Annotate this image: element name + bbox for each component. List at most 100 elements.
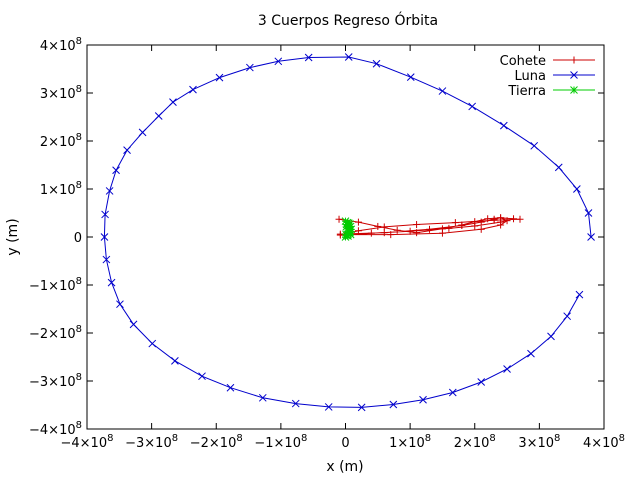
y-tick-label-exponent: 8 [76, 84, 82, 95]
x-tick-label-exponent: 8 [301, 433, 307, 444]
data-point-cohete [367, 229, 375, 237]
series-luna [100, 53, 595, 412]
x-tick-label-exponent: 8 [554, 433, 560, 444]
x-tick-label: −1×108 [254, 433, 307, 451]
data-point-cohete [471, 222, 479, 230]
data-point-luna [226, 383, 235, 392]
data-point-luna [584, 209, 593, 217]
legend-item-cohete: Cohete [500, 54, 595, 69]
data-point-cohete [497, 218, 505, 226]
data-point-luna [116, 300, 124, 309]
y-tick-label: −4×108 [29, 420, 82, 438]
data-point-cohete [354, 227, 362, 235]
series-cohete [335, 214, 524, 239]
data-point-luna [503, 365, 511, 373]
data-point-luna [575, 290, 584, 299]
data-point-luna [477, 378, 486, 386]
data-point-luna [438, 87, 447, 95]
data-point-luna [563, 312, 572, 321]
data-point-luna [573, 185, 581, 193]
data-point-luna [112, 166, 120, 175]
x-tick-label: 3×108 [518, 433, 560, 451]
x-tick-label-base: 3×10 [518, 436, 554, 451]
data-point-cohete [393, 226, 401, 234]
data-point-cohete [438, 229, 446, 237]
y-tick-label: −2×108 [29, 324, 82, 342]
y-tick-label-exponent: 8 [76, 36, 82, 47]
x-tick-label: −2×108 [190, 433, 243, 451]
x-tick-label-base: 1×10 [389, 436, 425, 451]
data-point-luna [527, 349, 535, 358]
data-point-luna [291, 399, 300, 408]
data-point-luna [406, 73, 415, 82]
data-point-cohete [445, 224, 453, 232]
x-tick-label: −4×108 [61, 433, 114, 451]
y-tick-label-base: 1×10 [40, 183, 76, 198]
data-point-luna [324, 403, 333, 411]
x-tick-label-base: −3×10 [125, 436, 172, 451]
y-axis-label: y (m) [5, 218, 21, 255]
x-tick-label: 0 [341, 436, 349, 451]
data-point-cohete [477, 218, 485, 226]
legend-marker-tierra [570, 86, 578, 94]
data-point-luna [499, 121, 508, 130]
legend-marker-cohete [570, 56, 578, 64]
x-tick-label-exponent: 8 [619, 433, 625, 444]
data-point-luna [105, 187, 114, 195]
x-tick-label-base: −1×10 [254, 436, 301, 451]
data-point-luna [107, 278, 116, 287]
data-point-cohete [406, 227, 414, 235]
data-point-luna [372, 59, 381, 68]
legend-item-tierra: Tierra [507, 84, 595, 99]
data-point-cohete [477, 225, 485, 233]
y-tick-label-exponent: 8 [76, 276, 82, 287]
x-tick-label-base: 4×10 [583, 436, 619, 451]
data-point-luna [530, 141, 539, 150]
data-point-luna [258, 393, 267, 402]
x-tick-label: −3×108 [125, 433, 178, 451]
data-point-cohete [374, 222, 382, 230]
data-point-luna [304, 53, 313, 62]
y-tick-label-base: 2×10 [40, 135, 76, 150]
y-tick-label-base: 0 [74, 231, 82, 246]
y-tick-label: 2×108 [40, 132, 82, 150]
y-tick-label-base: −4×10 [29, 423, 76, 438]
y-tick-label-exponent: 8 [76, 132, 82, 143]
data-point-cohete [503, 217, 511, 225]
data-point-cohete [490, 216, 498, 224]
data-point-luna [344, 53, 353, 61]
data-point-cohete [380, 223, 388, 231]
y-axis-ticks: −4×108−3×108−2×108−1×10801×1082×1083×108… [29, 36, 604, 438]
data-point-tierra [346, 230, 355, 239]
chart-title: 3 Cuerpos Regreso Órbita [258, 11, 438, 29]
data-point-luna [148, 339, 157, 348]
x-tick-label: 1×108 [389, 433, 431, 451]
data-point-luna [246, 63, 254, 72]
data-point-cohete [451, 219, 459, 227]
y-tick-label-exponent: 8 [76, 372, 82, 383]
y-tick-label-exponent: 8 [76, 180, 82, 191]
x-tick-label: 4×108 [583, 433, 625, 451]
legend-label-cohete: Cohete [500, 54, 546, 69]
data-point-cohete [426, 225, 434, 233]
x-tick-label-exponent: 8 [425, 433, 431, 444]
y-tick-label-base: −3×10 [29, 375, 76, 390]
data-point-luna [389, 400, 398, 409]
data-point-luna [169, 98, 177, 106]
data-point-luna [419, 395, 427, 404]
data-point-cohete [413, 221, 421, 229]
data-point-luna [468, 102, 477, 111]
x-axis-label: x (m) [326, 459, 363, 475]
data-point-luna [547, 332, 555, 341]
y-tick-label-exponent: 8 [76, 420, 82, 431]
data-point-luna [587, 233, 595, 241]
data-point-cohete [516, 215, 524, 223]
data-point-tierra [342, 220, 351, 229]
x-tick-label-base: 0 [341, 436, 349, 451]
legend-label-luna: Luna [515, 69, 546, 84]
data-point-luna [357, 403, 366, 412]
x-axis-ticks: −4×108 −3×108 −2×108 −1×108 0 1×108 2×108 3×108… [61, 45, 625, 451]
data-point-luna [215, 73, 224, 82]
y-tick-label: 0 [74, 231, 82, 246]
